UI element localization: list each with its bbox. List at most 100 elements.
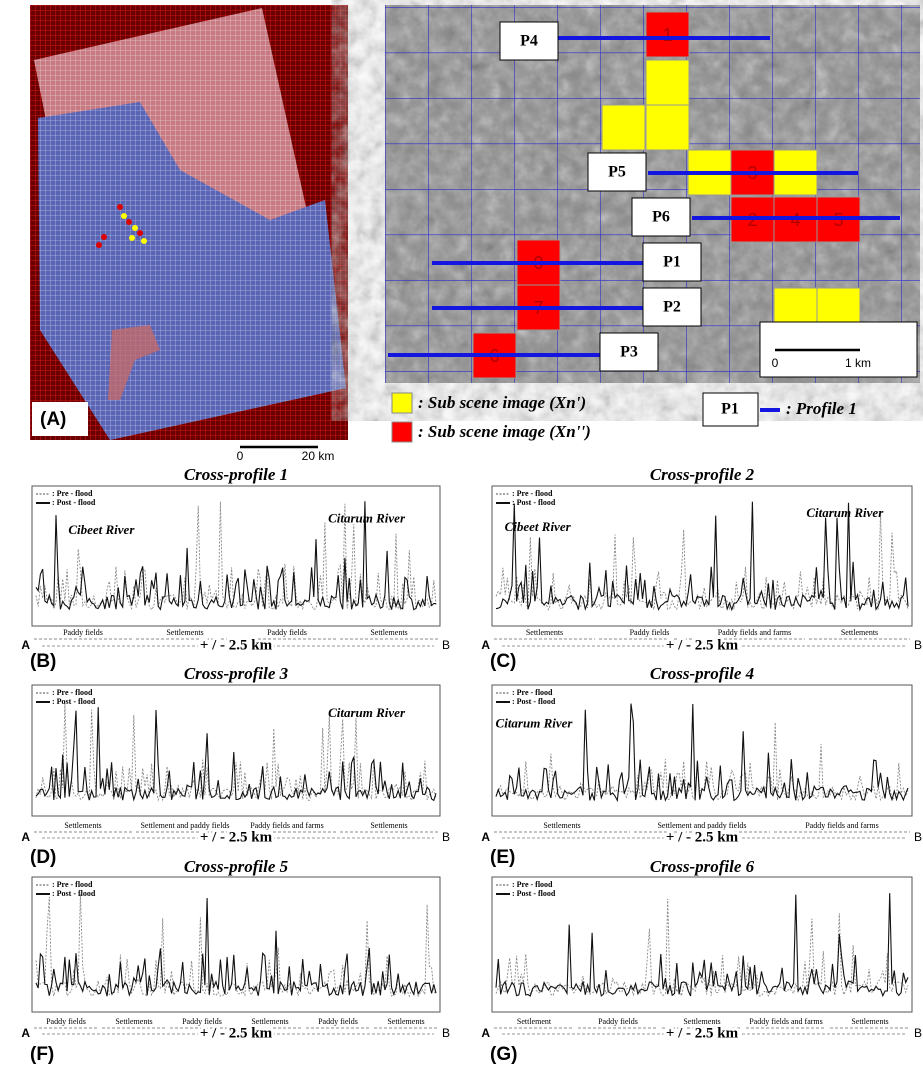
end-label: B (914, 1026, 922, 1040)
distance-label: + / - 2.5 km (200, 637, 273, 653)
profile-label-box (631, 197, 691, 237)
landcover-label: Settlements (526, 628, 563, 637)
panel-label: (G) (490, 1044, 517, 1065)
distance-label: + / - 2.5 km (200, 1025, 273, 1041)
river-label: Cibeet River (505, 519, 572, 534)
panel-a: (A) 0 20 km (30, 5, 348, 463)
profile-label: P4 (520, 33, 538, 50)
distance-label: + / - 2.5 km (200, 829, 273, 845)
legend-text: : Post - flood (52, 697, 96, 706)
post-flood-line (495, 893, 909, 998)
legend-text: : Post - flood (512, 697, 556, 706)
profile-plot (31, 485, 441, 627)
landcover-label: Paddy fields (63, 628, 103, 637)
profile-title: Cross-profile 3 (184, 664, 289, 683)
distance-label: + / - 2.5 km (666, 1025, 739, 1041)
end-label: B (442, 638, 450, 652)
scale-start: 0 (237, 449, 244, 463)
sample-dots (96, 204, 147, 248)
landcover-label: Settlements (841, 628, 878, 637)
landcover-label: Paddy fields and farms (805, 821, 879, 830)
legend-red-text: : Sub scene image (Xn'') (418, 422, 591, 441)
landcover-label: Settlements (251, 1017, 288, 1026)
scale-start: 0 (772, 356, 779, 370)
landcover-label: Settlements (851, 1017, 888, 1026)
river-label: Citarum River (328, 705, 406, 720)
landcover-label: Settlements (370, 628, 407, 637)
start-label: A (21, 638, 30, 652)
legend-text: : Post - flood (512, 889, 556, 898)
legend-text: : Pre - flood (52, 880, 93, 889)
panel-label: (E) (490, 847, 515, 868)
landcover-label: Settlement and paddy fields (657, 821, 746, 830)
profile-label: P6 (652, 209, 670, 226)
post-flood-line (35, 707, 437, 802)
start-label: A (21, 1026, 30, 1040)
landcover-label: Settlements (387, 1017, 424, 1026)
end-label: B (442, 830, 450, 844)
pre-flood-line (495, 722, 909, 802)
post-flood-line (495, 703, 909, 803)
landcover-label: Paddy fields (46, 1017, 86, 1026)
distance-label: + / - 2.5 km (666, 829, 739, 845)
landcover-label: Settlements (543, 821, 580, 830)
river-label: Citarum River (496, 715, 574, 730)
sub-scene-red (645, 11, 690, 58)
pre-flood-line (495, 511, 909, 611)
profile-title: Cross-profile 5 (184, 857, 289, 876)
map-legend: : Sub scene image (Xn') : Sub scene imag… (391, 392, 857, 443)
landcover-label: Paddy fields (267, 628, 307, 637)
profiles: Cross-profile 1: Pre - flood: Post - flo… (21, 465, 922, 1065)
panel-label: (C) (490, 651, 516, 672)
sub-scene-yellow (645, 59, 690, 106)
legend-yellow-text: : Sub scene image (Xn') (418, 393, 586, 412)
profile-title: Cross-profile 2 (650, 465, 755, 484)
pre-flood-line (35, 703, 437, 802)
legend-text: : Pre - flood (52, 489, 93, 498)
landcover-label: Paddy fields (318, 1017, 358, 1026)
start-label: A (21, 830, 30, 844)
profile-label-box (599, 332, 659, 372)
panel-label-box (32, 402, 88, 436)
map-panel: 13245076P4P5P6P1P2P301 km (385, 5, 920, 383)
legend-text: : Post - flood (52, 889, 96, 898)
panel-label: (F) (30, 1044, 54, 1065)
start-label: A (481, 830, 490, 844)
post-flood-line (35, 897, 437, 997)
river-label: Cibeet River (68, 522, 135, 537)
profile-title: Cross-profile 6 (650, 857, 755, 876)
legend-text: : Pre - flood (512, 489, 553, 498)
panel-label: (B) (30, 651, 56, 672)
scene-patch (108, 325, 160, 400)
panel-label: (A) (40, 409, 66, 430)
landcover-label: Settlement (517, 1017, 552, 1026)
scale-end: 20 km (302, 449, 335, 463)
profile-label-box (642, 242, 702, 282)
profile-label: P1 (663, 254, 681, 271)
river-label: Citarum River (328, 511, 406, 526)
legend-red-swatch (391, 421, 413, 443)
profile-label: P2 (663, 299, 681, 316)
landcover-label: Paddy fields and farms (749, 1017, 823, 1026)
landcover-label: Settlements (683, 1017, 720, 1026)
landcover-label: Settlements (115, 1017, 152, 1026)
post-flood-line (35, 501, 437, 611)
legend-yellow-swatch (391, 392, 413, 414)
landcover-label: Paddy fields (630, 628, 670, 637)
pre-flood-line (495, 898, 909, 997)
profile-title: Cross-profile 4 (650, 664, 754, 683)
legend-text: : Pre - flood (512, 880, 553, 889)
landcover-label: Settlements (370, 821, 407, 830)
profile-plot (491, 876, 913, 1013)
sub-scene-yellow (601, 104, 646, 151)
end-label: B (914, 638, 922, 652)
profile-label: P3 (620, 344, 638, 361)
end-label: B (914, 830, 922, 844)
legend-text: : Post - flood (512, 498, 556, 507)
legend-profile-label: P1 (721, 401, 739, 418)
end-label: B (442, 1026, 450, 1040)
post-flood-line (495, 501, 909, 612)
cell-number: 1 (662, 25, 672, 45)
legend-text: : Pre - flood (52, 688, 93, 697)
